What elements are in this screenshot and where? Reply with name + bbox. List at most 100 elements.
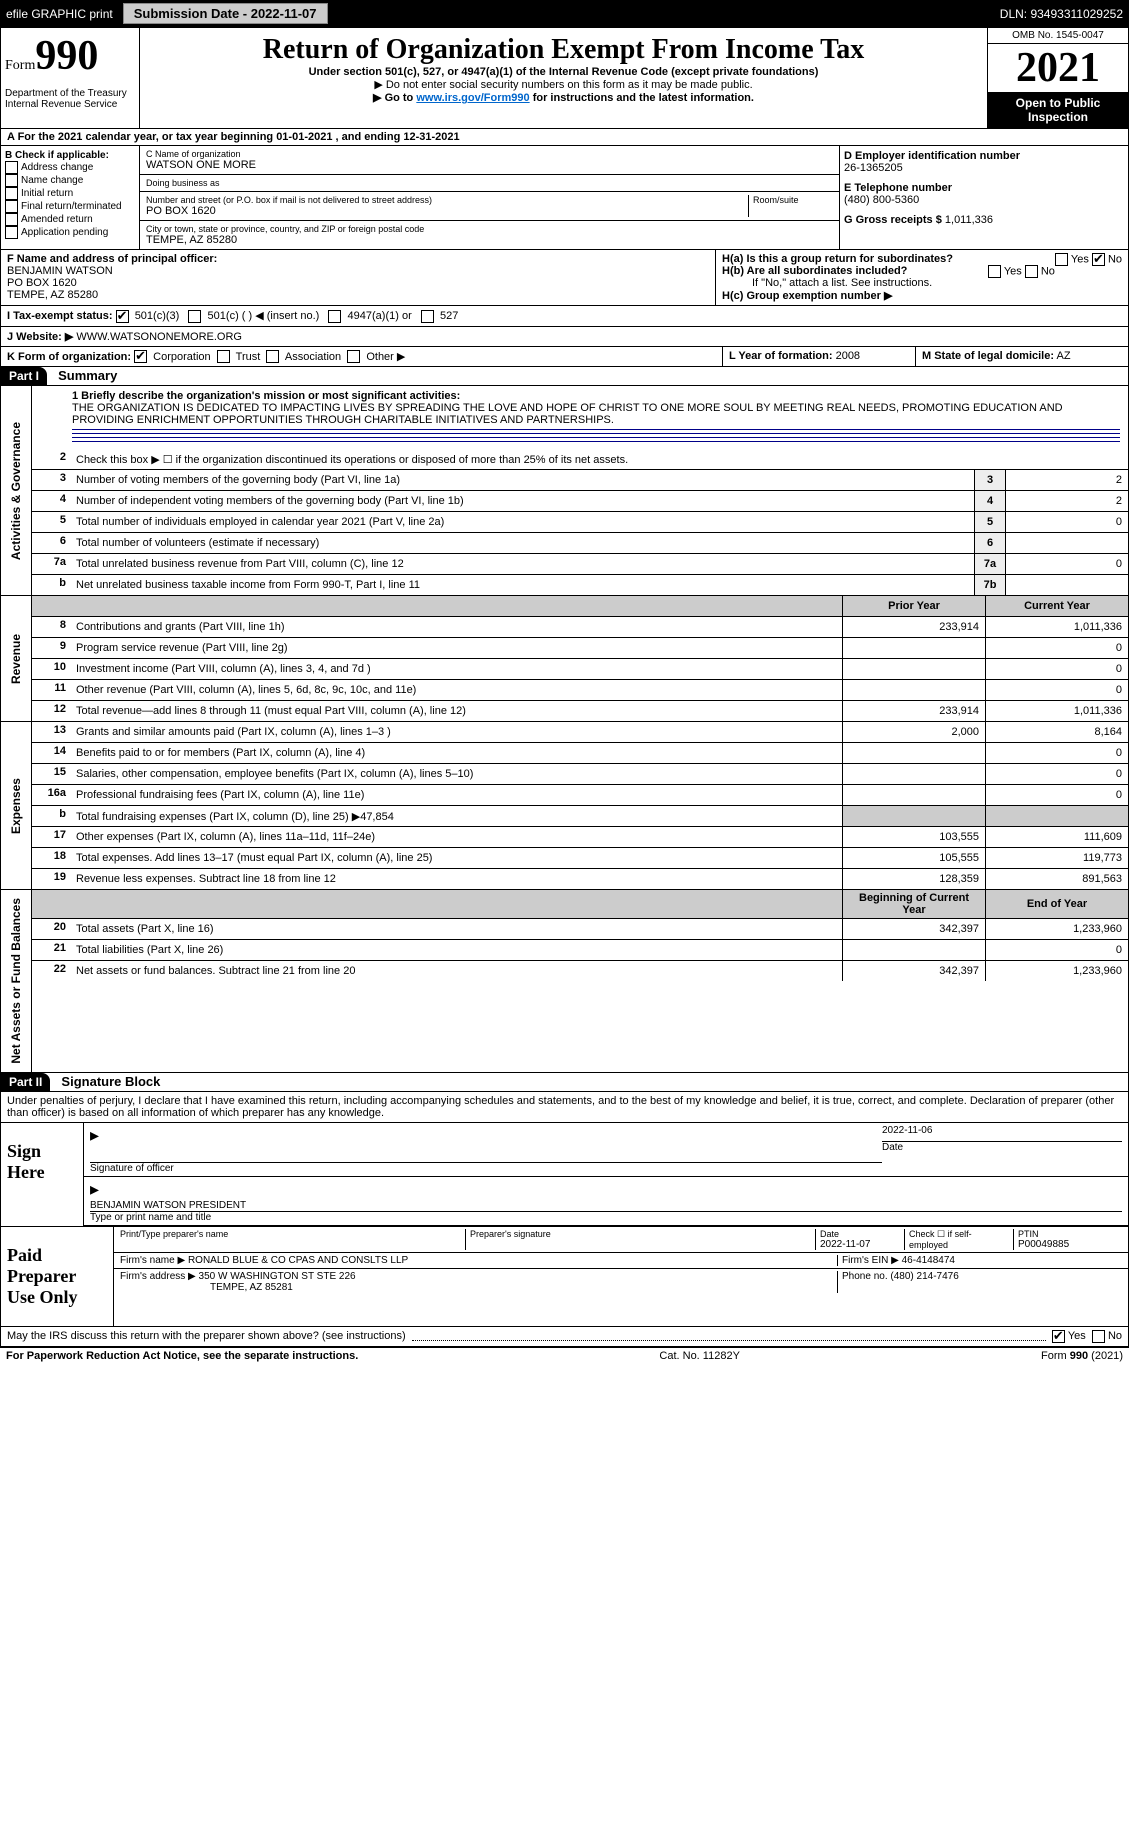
sign-here-label: Sign Here: [1, 1123, 83, 1226]
line-3: Number of voting members of the governin…: [72, 470, 974, 490]
chk-amended[interactable]: [5, 213, 18, 226]
line-21: Total liabilities (Part X, line 26): [72, 940, 842, 960]
chk-4947[interactable]: [328, 310, 341, 323]
line-18-curr: 119,773: [985, 848, 1128, 868]
ha-yes[interactable]: [1055, 253, 1068, 266]
firm-ein: 46-4148474: [902, 1255, 955, 1266]
chk-pending[interactable]: [5, 226, 18, 239]
line-4: Number of independent voting members of …: [72, 491, 974, 511]
open-public: Open to Public Inspection: [988, 92, 1128, 128]
chk-other[interactable]: [347, 350, 360, 363]
line-20: Total assets (Part X, line 16): [72, 919, 842, 939]
firm-name: RONALD BLUE & CO CPAS AND CONSLTS LLP: [188, 1255, 408, 1266]
line-5: Total number of individuals employed in …: [72, 512, 974, 532]
line-15-prior: [842, 764, 985, 784]
line-12: Total revenue—add lines 8 through 11 (mu…: [72, 701, 842, 721]
line-21-prior: [842, 940, 985, 960]
box-k: K Form of organization: Corporation Trus…: [1, 347, 723, 367]
chk-corp[interactable]: [134, 350, 147, 363]
line-9-prior: [842, 638, 985, 658]
line-7a-val: 0: [1005, 554, 1128, 574]
row-a: A For the 2021 calendar year, or tax yea…: [0, 129, 1129, 146]
signer-name: BENJAMIN WATSON PRESIDENT: [90, 1200, 1122, 1212]
firm-addr1: 350 W WASHINGTON ST STE 226: [199, 1271, 356, 1282]
line-18-prior: 105,555: [842, 848, 985, 868]
discuss-no[interactable]: [1092, 1330, 1105, 1343]
chk-501c[interactable]: [188, 310, 201, 323]
ha-no[interactable]: [1092, 253, 1105, 266]
omb-no: OMB No. 1545-0047: [988, 28, 1128, 44]
chk-501c3[interactable]: [116, 310, 129, 323]
h-b: H(b) Are all subordinates included? Yes …: [722, 265, 1122, 277]
line-20-prior: 342,397: [842, 919, 985, 939]
phone: (480) 800-5360: [844, 194, 1124, 206]
line-13-prior: 2,000: [842, 722, 985, 742]
line-16a: Professional fundraising fees (Part IX, …: [72, 785, 842, 805]
line-14: Benefits paid to or for members (Part IX…: [72, 743, 842, 763]
vtab-rev: Revenue: [7, 626, 25, 692]
footer-left: For Paperwork Reduction Act Notice, see …: [6, 1350, 358, 1362]
org-name: WATSON ONE MORE: [146, 159, 833, 171]
firm-phone: (480) 214-7476: [890, 1271, 958, 1282]
line-16a-prior: [842, 785, 985, 805]
line-b-prior: [842, 806, 985, 826]
chk-initial[interactable]: [5, 187, 18, 200]
mission-text: THE ORGANIZATION IS DEDICATED TO IMPACTI…: [72, 402, 1120, 426]
line-22: Net assets or fund balances. Subtract li…: [72, 961, 842, 981]
chk-final[interactable]: [5, 200, 18, 213]
chk-assoc[interactable]: [266, 350, 279, 363]
paid-prep-label: Paid Preparer Use Only: [1, 1227, 113, 1326]
prep-date: 2022-11-07: [820, 1239, 900, 1250]
line-11: Other revenue (Part VIII, column (A), li…: [72, 680, 842, 700]
line-15: Salaries, other compensation, employee b…: [72, 764, 842, 784]
sig-date: 2022-11-06: [882, 1125, 1122, 1142]
topbar: efile GRAPHIC print Submission Date - 20…: [0, 0, 1129, 27]
line-22-curr: 1,233,960: [985, 961, 1128, 981]
line-17-curr: 111,609: [985, 827, 1128, 847]
city: TEMPE, AZ 85280: [146, 234, 833, 246]
chk-addr-change[interactable]: [5, 161, 18, 174]
website: WWW.WATSONONEMORE.ORG: [76, 331, 242, 343]
line-6-val: [1005, 533, 1128, 553]
line-11-curr: 0: [985, 680, 1128, 700]
line-4-val: 2: [1005, 491, 1128, 511]
hdr-begin: Beginning of Current Year: [842, 890, 985, 918]
line-19-curr: 891,563: [985, 869, 1128, 889]
irs-link[interactable]: www.irs.gov/Form990: [416, 92, 529, 104]
line-6: Total number of volunteers (estimate if …: [72, 533, 974, 553]
line-8: Contributions and grants (Part VIII, lin…: [72, 617, 842, 637]
line-7a: Total unrelated business revenue from Pa…: [72, 554, 974, 574]
part-i-title: Summary: [50, 368, 117, 383]
part-i-hdr: Part I: [1, 367, 47, 385]
box-i: I Tax-exempt status: 501(c)(3) 501(c) ( …: [1, 306, 1128, 326]
line-21-curr: 0: [985, 940, 1128, 960]
street: PO BOX 1620: [146, 205, 748, 217]
line-5-val: 0: [1005, 512, 1128, 532]
line-10: Investment income (Part VIII, column (A)…: [72, 659, 842, 679]
chk-name-change[interactable]: [5, 174, 18, 187]
line-18: Total expenses. Add lines 13–17 (must eq…: [72, 848, 842, 868]
sig-officer-label: Signature of officer: [90, 1163, 882, 1174]
form-title: Return of Organization Exempt From Incom…: [146, 34, 981, 66]
efile-label: efile GRAPHIC print: [6, 7, 113, 21]
line-8-prior: 233,914: [842, 617, 985, 637]
footer-right: Form 990 (2021): [1041, 1350, 1123, 1362]
line-12-prior: 233,914: [842, 701, 985, 721]
line-19-prior: 128,359: [842, 869, 985, 889]
line-17-prior: 103,555: [842, 827, 985, 847]
chk-trust[interactable]: [217, 350, 230, 363]
hb-no[interactable]: [1025, 265, 1038, 278]
chk-527[interactable]: [421, 310, 434, 323]
line-11-prior: [842, 680, 985, 700]
h-a: H(a) Is this a group return for subordin…: [722, 253, 1122, 265]
line-3-val: 2: [1005, 470, 1128, 490]
line-b: Total fundraising expenses (Part IX, col…: [72, 806, 842, 826]
vtab-ag: Activities & Governance: [7, 414, 25, 568]
discuss-yes[interactable]: [1052, 1330, 1065, 1343]
submission-date-btn[interactable]: Submission Date - 2022-11-07: [123, 3, 328, 24]
officer-name: BENJAMIN WATSON: [7, 265, 709, 277]
gross-receipts: 1,011,336: [945, 214, 993, 226]
hdr-end: End of Year: [985, 890, 1128, 918]
hb-yes[interactable]: [988, 265, 1001, 278]
line-20-curr: 1,233,960: [985, 919, 1128, 939]
